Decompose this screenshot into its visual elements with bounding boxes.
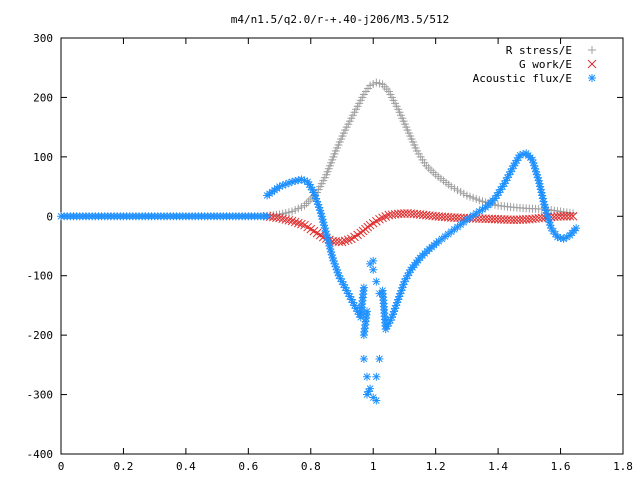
legend-label: Acoustic flux/E bbox=[473, 72, 572, 85]
data-point bbox=[337, 237, 347, 247]
data-point bbox=[372, 277, 381, 286]
tick-group: 0 0.2 0.4 0.6 0.8 1 1.2 1.4 1.6 1.8 300 200 100 0 -100… bbox=[27, 32, 633, 473]
data-point bbox=[400, 209, 409, 218]
data-point bbox=[340, 236, 350, 246]
data-point bbox=[565, 211, 575, 221]
x-tick-label: 1.2 bbox=[426, 460, 446, 473]
series-3 bbox=[57, 149, 581, 405]
data-point bbox=[372, 372, 381, 381]
y-tick-label: -200 bbox=[27, 329, 54, 342]
x-tick-label: 0.6 bbox=[238, 460, 258, 473]
x-tick-label: 0.4 bbox=[176, 460, 196, 473]
series-group bbox=[57, 78, 581, 405]
x-tick-label: 0.8 bbox=[301, 460, 321, 473]
data-point bbox=[572, 224, 581, 233]
series-2 bbox=[262, 208, 578, 247]
x-tick-label: 1.8 bbox=[613, 460, 633, 473]
data-point bbox=[293, 218, 303, 228]
data-point bbox=[559, 211, 569, 221]
data-point bbox=[359, 354, 368, 363]
x-tick-label: 1.4 bbox=[488, 460, 508, 473]
data-point bbox=[378, 213, 387, 223]
data-point bbox=[369, 265, 378, 274]
legend-marker bbox=[587, 59, 597, 69]
data-point bbox=[305, 180, 314, 189]
data-point bbox=[568, 211, 578, 221]
x-tick-label: 0.2 bbox=[114, 460, 134, 473]
data-point bbox=[396, 289, 405, 298]
data-point bbox=[362, 307, 371, 316]
data-point bbox=[343, 235, 353, 245]
y-tick-label: -300 bbox=[27, 389, 54, 402]
data-point bbox=[290, 217, 300, 227]
data-point bbox=[284, 215, 294, 225]
data-point bbox=[263, 212, 272, 221]
data-point bbox=[375, 214, 384, 224]
x-tick-label: 1 bbox=[370, 460, 377, 473]
plot-frame bbox=[60, 37, 624, 455]
data-point bbox=[369, 256, 378, 265]
x-tick-label: 1.6 bbox=[551, 460, 571, 473]
y-tick-label: -100 bbox=[27, 270, 54, 283]
data-point bbox=[304, 197, 313, 206]
data-point bbox=[366, 384, 375, 393]
data-point bbox=[297, 219, 306, 229]
legend-label: R stress/E bbox=[506, 44, 572, 57]
data-point bbox=[359, 283, 368, 292]
y-tick-label: 0 bbox=[46, 210, 53, 223]
data-point bbox=[506, 215, 515, 225]
legend-marker bbox=[588, 74, 596, 82]
data-point bbox=[556, 211, 565, 221]
data-point bbox=[372, 396, 381, 405]
legend-marker bbox=[588, 46, 596, 54]
y-tick-label: 100 bbox=[33, 151, 53, 164]
data-point bbox=[375, 354, 384, 363]
series-1 bbox=[263, 78, 578, 220]
data-point bbox=[362, 372, 371, 381]
chart-title: m4/n1.5/q2.0/r-+.40-j206/M3.5/512 bbox=[231, 13, 450, 26]
data-point bbox=[302, 199, 311, 208]
data-point bbox=[562, 211, 572, 221]
y-tick-label: -400 bbox=[27, 448, 54, 461]
data-point bbox=[287, 216, 297, 226]
x-tick-label: 0 bbox=[58, 460, 65, 473]
y-tick-label: 200 bbox=[33, 91, 53, 104]
data-point bbox=[381, 212, 391, 221]
y-tick-label: 300 bbox=[33, 32, 53, 45]
legend-label: G work/E bbox=[519, 58, 572, 71]
